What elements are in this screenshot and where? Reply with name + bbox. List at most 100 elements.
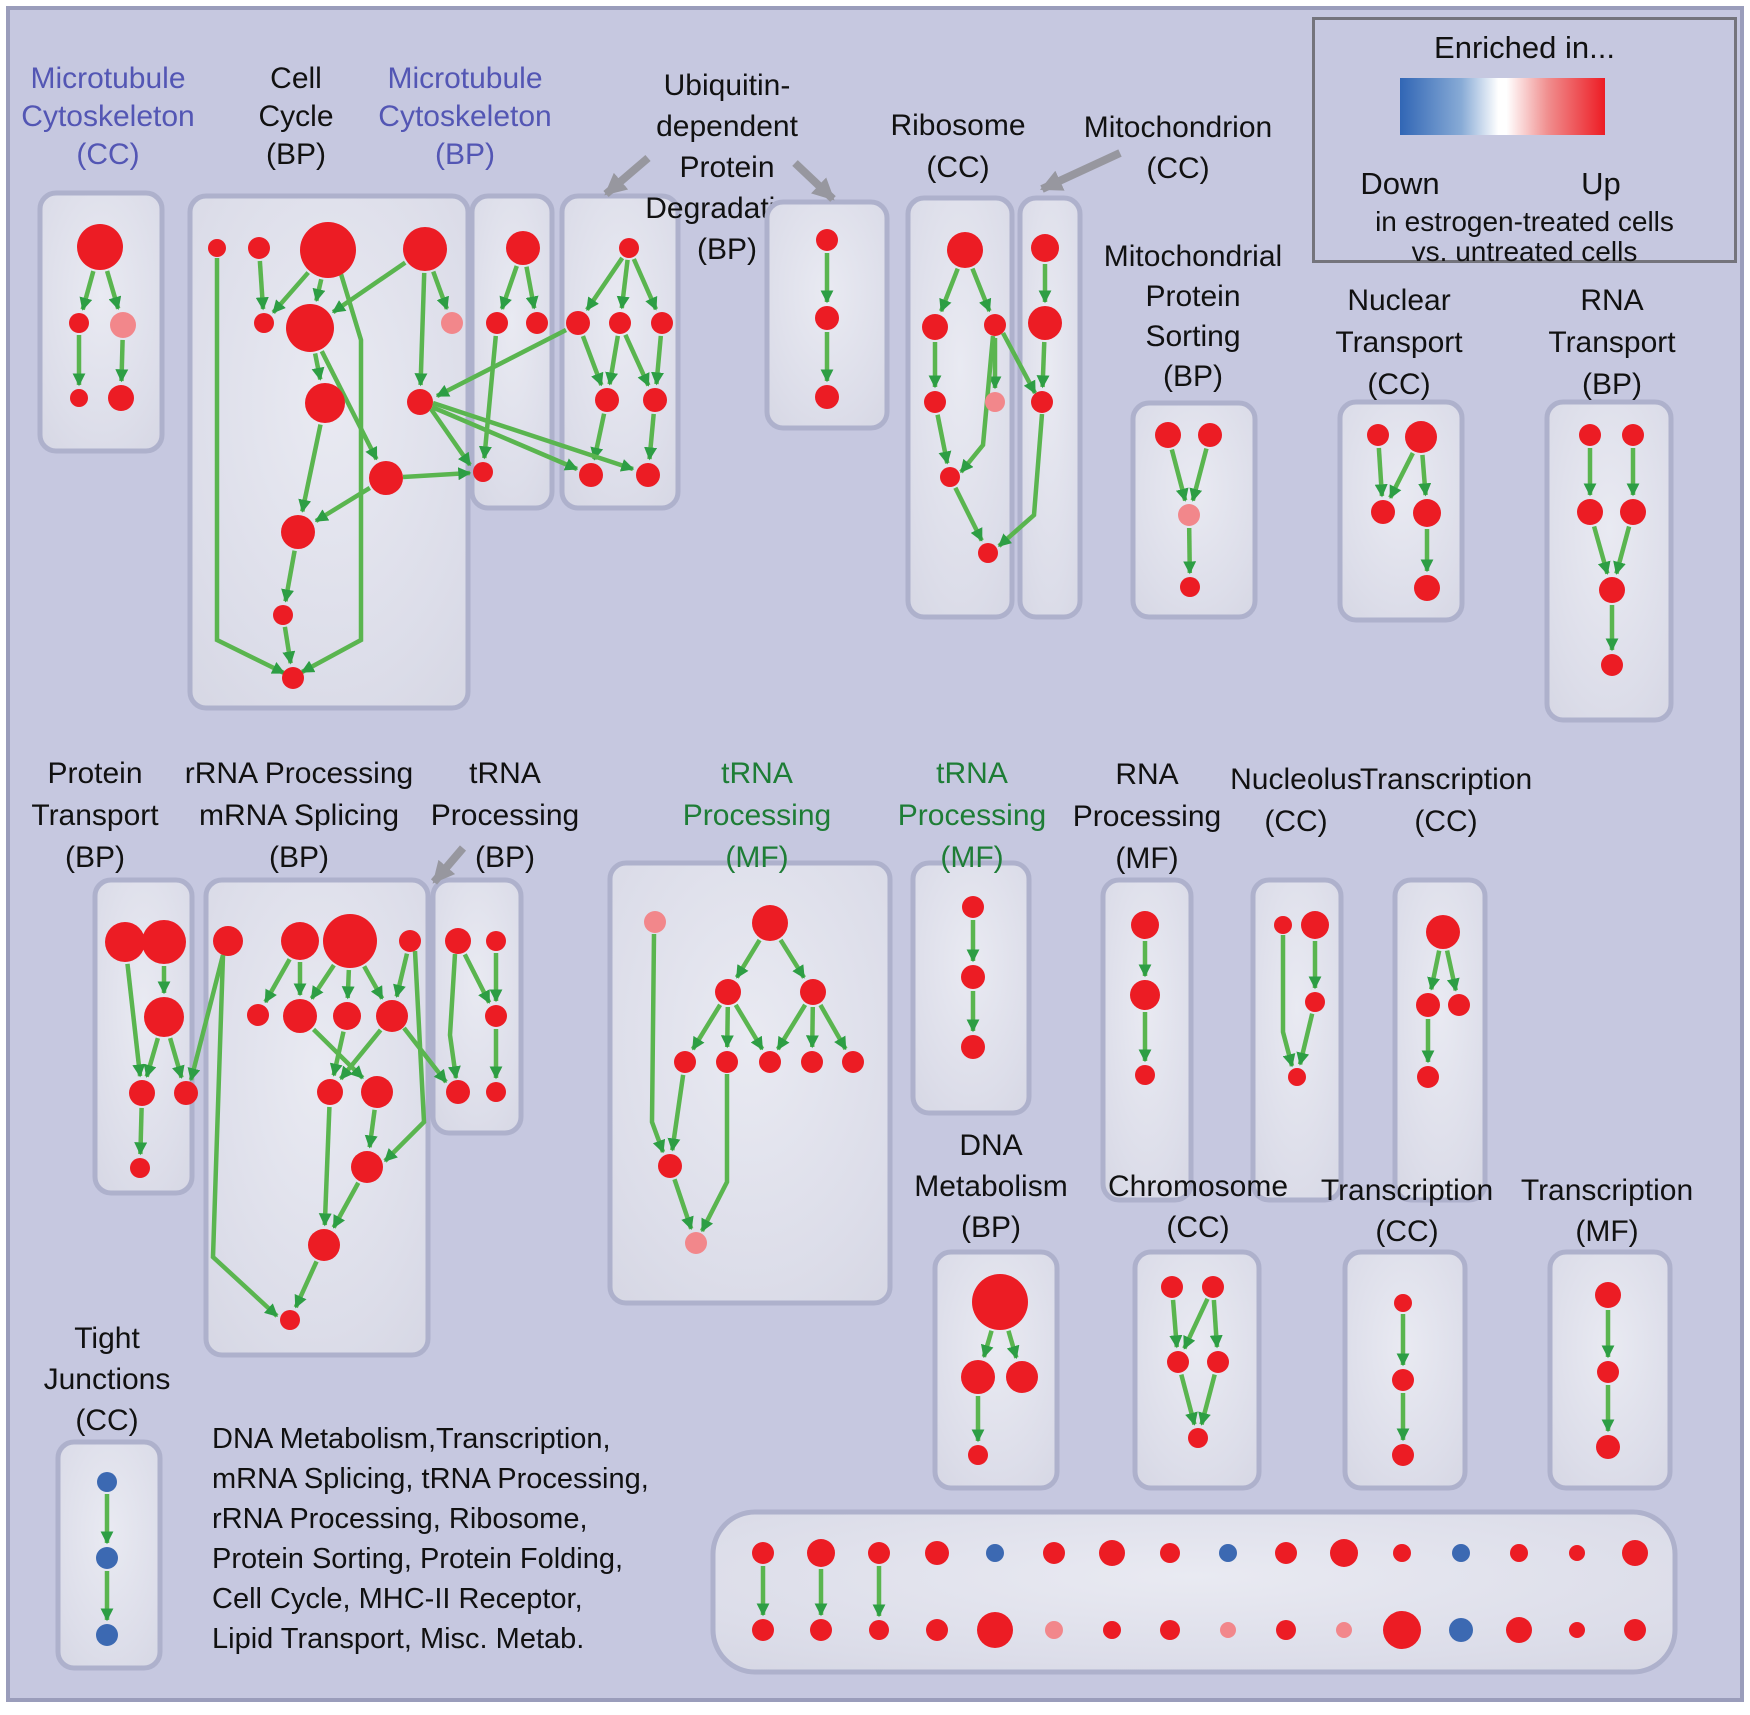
nucleolus-cc-label-line-0: Nucleolus [1230, 763, 1362, 796]
trna-processing-mf-1-node-0 [644, 911, 666, 933]
misc-group-node-4 [986, 1544, 1004, 1562]
cell-cycle-bp-node-9 [281, 515, 315, 549]
misc-group-node-7 [1160, 1543, 1180, 1563]
mitochondrial-protein-sorting-bp-node-0 [1155, 422, 1181, 448]
transcription-cc-bottom-node-1 [1392, 1369, 1414, 1391]
ubiquitin-dependent-protein-degradation-bp-node-6 [579, 463, 603, 487]
misc-group-node-17 [810, 1619, 832, 1641]
rrna-processing-mrna-splicing-bp-label-line-1: mRNA Splicing [199, 799, 399, 832]
cell-cycle-bp-node-4 [254, 313, 274, 333]
trna-processing-mf-1-edge-3 [720, 1006, 734, 1049]
microtubule-cytoskeleton-cc-box [37, 190, 165, 454]
transcription-cc-mid-node-3 [1417, 1066, 1439, 1088]
trna-processing-mf-1-label-line-2: (MF) [725, 841, 788, 874]
nucleolus-cc: Nucleolus (CC) [1230, 763, 1362, 1203]
protein-transport-bp-label-line-2: (BP) [65, 841, 125, 874]
clusters-layer: Microtubule Cytoskeleton (CC) Cell Cycle (BP)… [21, 62, 1693, 1675]
tight-junctions-cc-label-line-2: (CC) [75, 1404, 138, 1437]
nuclear-transport-cc-label-line-2: (CC) [1367, 368, 1430, 401]
trna-processing-mf-2-node-2 [961, 1035, 985, 1059]
cell-cycle-bp-edge-10 [281, 550, 297, 603]
rna-transport-bp-node-3 [1620, 499, 1646, 525]
trna-processing-mf-2-node-1 [961, 965, 985, 989]
protein-transport-bp-edge-0 [125, 963, 146, 1078]
chromosome-cc-edge-0 [1169, 1299, 1183, 1349]
protein-transport-bp-edge-2 [143, 1037, 161, 1078]
rna-processing-mf: RNA Processing (MF) [1073, 758, 1221, 1203]
nuclear-transport-cc-node-1 [1405, 421, 1437, 453]
ubiquitin-dependent-protein-degradation-bp-edge-5 [623, 333, 651, 387]
cross-edges-layer [187, 327, 1045, 1084]
transcription-cc-mid-node-1 [1416, 993, 1440, 1017]
cell-cycle-bp-label-line-1: Cycle [258, 100, 333, 133]
rrna-processing-mrna-splicing-bp-edge-8 [339, 1028, 383, 1081]
cell-cycle-bp-node-12 [441, 312, 463, 334]
cell-cycle-bp-node-7 [407, 389, 433, 415]
misc-group-node-23 [1160, 1620, 1180, 1640]
misc-text-line-5: Lipid Transport, Misc. Metab. [212, 1623, 584, 1655]
ubiquitin-dependent-protein-degradation-bp-edge-8 [644, 413, 658, 461]
rrna-top-to-protein-transport [187, 954, 226, 1082]
trna-processing-mf-1-node-10 [685, 1232, 707, 1254]
microtubule-cytoskeleton-bp-edge-2 [478, 335, 499, 460]
misc-text-line-1: mRNA Splicing, tRNA Processing, [212, 1463, 649, 1495]
mitochondrial-protein-sorting-bp-label-line-1: Protein [1145, 280, 1240, 313]
chromosome-cc-edge-2 [1209, 1299, 1223, 1349]
cell-cycle-bp-node-1 [248, 237, 270, 259]
tight-junctions-cc: Tight Junctions (CC) [44, 1322, 170, 1671]
rrna-processing-mrna-splicing-bp-edge-3 [341, 969, 355, 1000]
transcription-cc-bottom-node-0 [1394, 1294, 1412, 1312]
trna-processing-mf-1-edge-5 [775, 1003, 808, 1051]
cellcycle-hub-to-ubq-bottom-left [431, 404, 579, 472]
trna-processing-mf-1-edge-8 [667, 1074, 686, 1152]
nucleolus-cc-node-0 [1274, 916, 1292, 934]
nuclear-transport-cc-edge-2 [1418, 454, 1432, 497]
misc-group-node-22 [1103, 1621, 1121, 1639]
cell-cycle-bp-node-11 [282, 667, 304, 689]
rrna-processing-mrna-splicing-bp-node-2 [323, 914, 377, 968]
nucleolus-cc-edge-1 [1296, 1013, 1315, 1066]
transcription-cc-mid-node-0 [1426, 915, 1460, 949]
misc-group-node-3 [925, 1541, 949, 1565]
ubiquitin-dependent-protein-degradation-bp-edge-7 [590, 413, 607, 461]
transcription-cc-bottom-label-line-0: Transcription [1321, 1174, 1493, 1207]
trna-processing-mf-1-edge-2 [690, 1003, 723, 1051]
cell-cycle-bp-edge-12 [214, 258, 286, 676]
misc-group-node-19 [926, 1619, 948, 1641]
misc-group-node-28 [1449, 1618, 1473, 1642]
rrna-processing-mrna-splicing-bp-label-line-2: (BP) [269, 841, 329, 874]
transcription-mf: Transcription (MF) [1521, 1174, 1693, 1491]
ubiquitin-degradation-box-2-node-2 [815, 385, 839, 409]
trna-processing-mf-1-edge-0 [734, 938, 762, 979]
ribosome-cc-node-2 [984, 314, 1006, 336]
rrna-processing-mrna-splicing-bp-edge-4 [362, 965, 385, 1000]
rrna-processing-mrna-splicing-bp-node-3 [399, 930, 421, 952]
trna-processing-bp-node-0 [445, 928, 471, 954]
trna-processing-mf-1-node-5 [716, 1051, 738, 1073]
nucleolus-cc-node-3 [1288, 1068, 1306, 1086]
trna-processing-mf-2-node-0 [962, 896, 984, 918]
trna-processing-bp-label-line-0: tRNA [469, 757, 541, 790]
transcription-cc-mid-label-line-1: (CC) [1414, 805, 1477, 838]
ubiquitin-dependent-protein-degradation-bp-node-3 [651, 312, 673, 334]
ribosome-cc-node-5 [940, 467, 960, 487]
trna-processing-mf-1-node-6 [759, 1051, 781, 1073]
trna-processing-bp-node-2 [485, 1005, 507, 1027]
rna-processing-mf-label-line-0: RNA [1115, 758, 1178, 791]
ubiquitin-label-arrow-left [603, 154, 651, 198]
chromosome-cc-node-2 [1167, 1351, 1189, 1373]
transcription-mf-node-1 [1597, 1361, 1619, 1383]
trna-processing-mf-1-edge-9 [672, 1178, 694, 1231]
rna-processing-mf-node-1 [1130, 980, 1160, 1010]
chromosome-cc-node-3 [1207, 1351, 1229, 1373]
ubiquitin-dependent-protein-degradation-bp-edge-6 [651, 335, 664, 386]
trna-processing-mf-1: tRNA Processing (MF) [607, 757, 893, 1306]
rna-processing-mf-node-2 [1135, 1065, 1155, 1085]
rna-transport-bp-node-1 [1622, 424, 1644, 446]
dna-metabolism-bp-label-line-0: DNA [959, 1129, 1022, 1162]
rna-transport-bp: RNA Transport (BP) [1544, 284, 1676, 723]
ubiquitin-dependent-protein-degradation-bp: Ubiquitin-dependentProteinDegradation(BP… [559, 69, 809, 511]
rna-transport-bp-node-4 [1599, 577, 1625, 603]
misc-group-node-1 [807, 1539, 835, 1567]
dna-metabolism-bp-edge-1 [1006, 1330, 1020, 1360]
